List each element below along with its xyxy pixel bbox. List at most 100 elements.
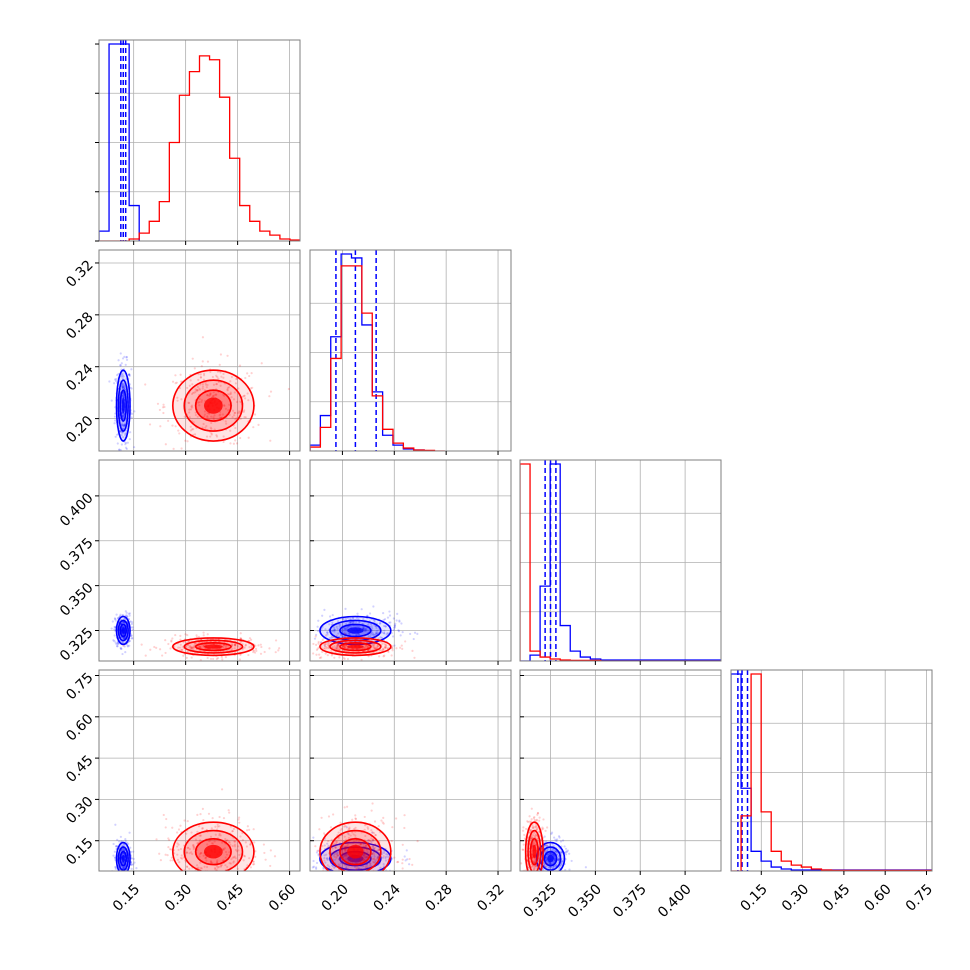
scatter-point: [321, 614, 324, 617]
scatter-point: [369, 876, 371, 878]
scatter-point: [122, 637, 125, 640]
scatter-point: [330, 649, 333, 653]
scatter-point: [372, 651, 376, 654]
scatter-point: [234, 418, 237, 421]
scatter-point: [303, 838, 305, 840]
scatter-point: [369, 635, 372, 639]
scatter-point: [355, 867, 358, 870]
scatter-point: [270, 871, 272, 873]
scatter-point: [188, 848, 191, 851]
scatter-point: [336, 627, 339, 631]
scatter-point: [525, 877, 527, 879]
scatter-point: [534, 874, 536, 876]
scatter-point: [386, 877, 388, 879]
scatter-point: [202, 631, 205, 634]
density-fill: [121, 854, 125, 863]
scatter-point: [121, 872, 123, 874]
density-fill: [532, 844, 537, 859]
scatter-point: [213, 840, 216, 843]
scatter-point: [122, 394, 125, 397]
scatter-point: [130, 857, 133, 860]
scatter-point: [224, 864, 227, 867]
scatter-point: [119, 430, 122, 433]
scatter-point: [327, 642, 330, 645]
scatter-point: [189, 379, 192, 382]
scatter-point: [120, 423, 123, 426]
scatter-point: [130, 622, 134, 626]
scatter-point: [323, 892, 325, 894]
scatter-point: [234, 382, 237, 385]
scatter-point: [185, 851, 188, 854]
scatter-point: [124, 876, 126, 878]
scatter-point: [122, 424, 125, 427]
scatter-point: [369, 642, 372, 645]
scatter-point: [383, 632, 386, 635]
scatter-point: [235, 400, 239, 404]
scatter-point: [193, 846, 196, 849]
scatter-point: [530, 829, 533, 832]
scatter-point: [179, 856, 183, 860]
scatter-point: [354, 834, 357, 837]
scatter-point: [123, 385, 126, 388]
scatter-point: [202, 378, 205, 381]
scatter-point: [227, 841, 231, 844]
scatter-point: [383, 850, 386, 853]
scatter-point: [169, 848, 172, 851]
panel-3-0: 0.15 0.30 0.45 0.600.150.300.450.600.75: [63, 669, 301, 915]
scatter-point: [174, 374, 177, 377]
scatter-point: [531, 889, 533, 891]
scatter-point: [248, 843, 252, 846]
scatter-point: [365, 628, 368, 631]
scatter-point: [362, 646, 366, 649]
scatter-point: [229, 874, 231, 876]
scatter-point: [312, 652, 315, 655]
scatter-point: [323, 859, 326, 862]
scatter-point: [326, 631, 329, 634]
scatter-point: [269, 880, 271, 882]
scatter-point: [210, 427, 213, 430]
scatter-point: [246, 829, 249, 832]
scatter-point: [569, 871, 571, 873]
scatter-point: [361, 889, 363, 891]
scatter-point: [364, 629, 368, 632]
scatter-point: [222, 440, 225, 444]
scatter-point: [149, 648, 152, 651]
scatter-point: [331, 847, 334, 850]
histogram-series-1: [310, 265, 445, 451]
scatter-point: [224, 850, 228, 854]
scatter-point: [119, 364, 122, 367]
scatter-point: [200, 852, 203, 855]
scatter-point: [326, 643, 329, 647]
scatter-point: [243, 409, 246, 412]
scatter-point: [113, 415, 117, 418]
panel-content: [111, 788, 277, 882]
scatter-point: [321, 845, 324, 848]
scatter-point: [263, 851, 266, 855]
scatter-point: [342, 852, 345, 855]
scatter-point: [370, 633, 373, 636]
scatter-point: [199, 373, 202, 376]
scatter-point: [552, 854, 555, 857]
scatter-point: [550, 865, 553, 869]
scatter-point: [386, 853, 389, 856]
scatter-point: [337, 632, 340, 635]
scatter-point: [368, 879, 370, 881]
scatter-point: [331, 880, 333, 882]
scatter-point: [191, 406, 194, 409]
scatter-point: [362, 627, 365, 630]
scatter-point: [196, 389, 199, 392]
scatter-point: [251, 386, 254, 389]
scatter-point: [548, 866, 551, 869]
scatter-point: [243, 872, 245, 874]
scatter-point: [244, 643, 247, 647]
scatter-point: [536, 872, 538, 874]
scatter-point: [534, 874, 536, 876]
scatter-point: [124, 610, 127, 613]
scatter-point: [385, 646, 388, 649]
scatter-point: [300, 616, 302, 618]
panel-content: [303, 802, 419, 894]
scatter-point: [397, 860, 400, 863]
scatter-point: [201, 336, 205, 339]
scatter-point: [244, 841, 247, 844]
scatter-point: [392, 628, 396, 632]
